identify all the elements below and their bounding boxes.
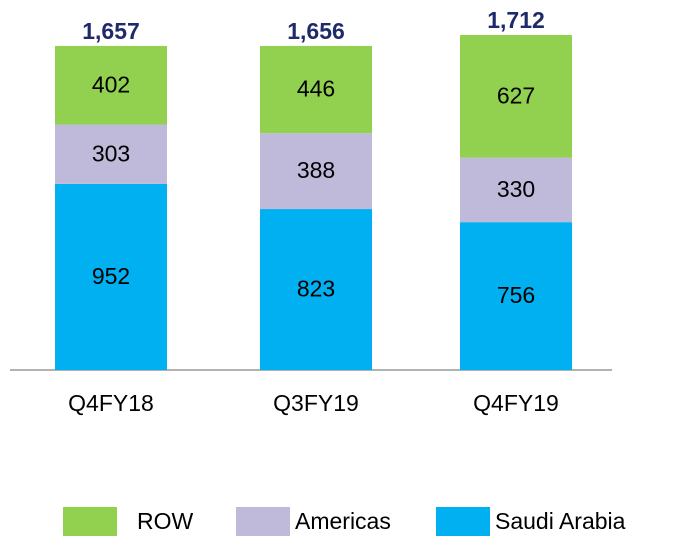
segment-label: 823 xyxy=(297,276,335,302)
segment-label: 388 xyxy=(297,157,335,183)
bar-segment xyxy=(460,35,572,158)
segment-label: 756 xyxy=(497,282,535,308)
bar-segment xyxy=(55,183,167,370)
legend-label: ROW xyxy=(137,508,194,534)
x-tick-label: Q4FY18 xyxy=(68,390,154,416)
total-label: 1,657 xyxy=(82,18,140,44)
bar-segment xyxy=(55,124,167,184)
segment-label: 627 xyxy=(497,82,535,108)
segment-label: 446 xyxy=(297,76,335,102)
legend-label: Americas xyxy=(295,508,391,534)
x-tick-label: Q3FY19 xyxy=(273,390,359,416)
x-tick-label: Q4FY19 xyxy=(473,390,559,416)
segment-label: 303 xyxy=(92,140,130,166)
bar-segment xyxy=(460,222,572,370)
bar-segment xyxy=(260,133,372,210)
legend-swatch xyxy=(236,507,290,536)
legend-swatch xyxy=(436,507,490,536)
segment-label: 330 xyxy=(497,176,535,202)
legend-label: Saudi Arabia xyxy=(495,508,626,534)
segment-label: 952 xyxy=(92,263,130,289)
total-label: 1,712 xyxy=(487,7,545,33)
legend-swatch xyxy=(63,507,117,536)
bar-segment xyxy=(260,209,372,370)
bar-segment xyxy=(260,45,372,134)
bar-segment xyxy=(55,45,167,125)
segment-label: 402 xyxy=(92,71,130,97)
bar-segment xyxy=(460,157,572,223)
total-label: 1,656 xyxy=(287,18,345,44)
